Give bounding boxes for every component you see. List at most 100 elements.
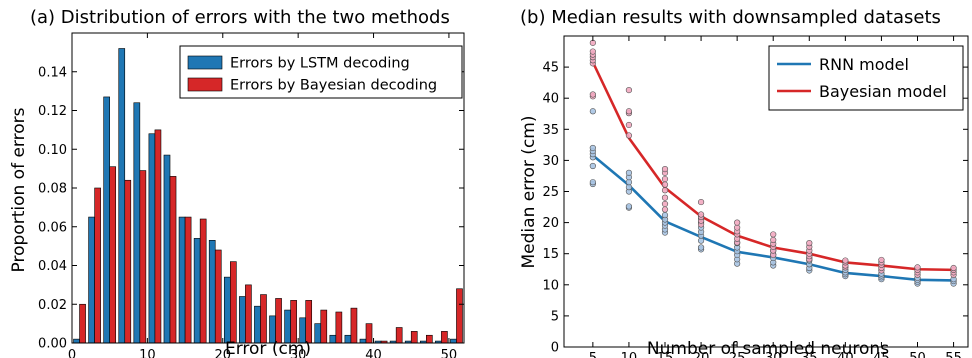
y-tick-label: 30 [542,154,559,169]
histogram-bar [305,300,313,344]
x-tick-label: 5 [589,351,597,358]
legend-box [179,45,463,99]
scatter-point [661,206,669,213]
scatter-point [806,240,813,247]
histogram-bar [335,311,343,344]
histogram-bar [223,276,231,344]
legend-label: RNN model [819,55,909,74]
panel-b-plot [589,39,957,287]
scatter-point [661,194,669,201]
x-tick-label: 15 [657,351,674,358]
x-tick-label: 35 [801,351,818,358]
y-tick-label: 25 [542,185,559,200]
histogram-bar [314,323,322,344]
scatter-point [589,179,596,186]
scatter-point [625,87,633,94]
histogram-bar [275,298,282,344]
y-tick-label: 0.00 [38,337,67,352]
histogram-bar [109,166,117,344]
x-tick-label: 30 [765,351,782,358]
scatter-point [589,91,596,98]
x-tick-label: 0 [68,348,76,358]
scatter-point [589,144,596,152]
histogram-bar [124,179,132,344]
histogram-bar [73,338,80,344]
panel-a-histogram: (a) Distribution of errors with the two … [9,7,465,358]
histogram-bar [254,305,261,344]
histogram-bar [133,102,141,344]
scatter-point [661,212,669,219]
histogram-bar [365,323,373,344]
histogram-bar [154,129,162,344]
y-tick-label: 10 [542,278,559,293]
scatter-point [697,198,705,206]
panel-a-xlabel: Error (cm) [225,339,311,358]
histogram-bar [290,300,297,344]
panel-a-title: (a) Distribution of errors with the two … [30,7,450,28]
scatter-point [697,244,705,251]
histogram-bar [245,284,252,344]
x-tick-label: 40 [837,351,854,358]
scatter-point [661,200,669,208]
histogram-bar [344,334,352,344]
scatter-point [661,181,669,188]
x-tick-label: 45 [873,351,890,358]
y-tick-label: 0.04 [38,259,67,274]
y-tick-label: 5 [551,309,559,324]
x-tick-label: 20 [214,348,231,358]
y-tick-label: 0.06 [38,220,67,235]
panel-a-bars [73,48,463,344]
panel-a-axes: 0 10 20 30 40 50 0.00 0.02 0.04 0.06 0.08 0.10 0.12 0… [38,32,465,358]
y-tick-label: 15 [542,247,559,262]
scatter-point [625,203,633,210]
legend-swatch [187,55,223,70]
y-tick-label: 20 [542,216,559,231]
panel-a-ylabel: Proportion of errors [9,107,29,272]
x-tick-label: 20 [693,351,710,358]
scatter-point [589,48,596,55]
scatter-point [770,231,777,238]
x-tick-label: 10 [621,351,638,358]
scatter-point [589,162,596,170]
x-tick-label: 30 [290,348,307,358]
histogram-bar [329,334,337,344]
scatter-point [914,264,921,271]
histogram-bar [359,338,367,344]
histogram-bar [139,170,147,344]
histogram-bar [260,294,267,344]
y-tick-label: 0 [551,341,559,356]
legend-swatch [187,77,223,92]
histogram-bar [230,261,237,344]
histogram-bar [103,96,110,344]
panel-b-legend: RNN model Bayesian model [768,45,964,111]
histogram-bar [320,309,328,344]
legend-label: Errors by Bayesian decoding [230,78,437,94]
legend-label: Errors by LSTM decoding [230,56,410,72]
histogram-bar [441,331,448,344]
scatter-point [950,264,957,272]
y-tick-label: 35 [542,123,559,138]
y-tick-label: 0.02 [38,298,67,313]
y-tick-label: 45 [542,61,559,76]
scatter-point [625,108,633,115]
histogram-bar [214,249,222,344]
histogram-bar [163,154,171,344]
histogram-bar [88,216,95,344]
histogram-bar [350,307,358,344]
histogram-bar [184,216,192,344]
y-tick-label: 0.12 [38,104,67,119]
panel-a-legend: Errors by LSTM decoding Errors by Bayesia… [179,45,463,99]
histogram-bar [148,133,156,344]
histogram-bar [178,216,186,344]
y-tick-label: 40 [542,92,559,107]
y-tick-label: 0.08 [38,182,67,197]
histogram-bar [94,187,101,344]
histogram-bar [239,296,246,344]
scatter-point [842,257,849,264]
histogram-bar [456,288,463,344]
scatter-point [661,175,669,183]
scatter-point [661,166,669,173]
scatter-point [734,219,741,226]
scatter-point [661,187,669,194]
histogram-bar [410,331,418,344]
